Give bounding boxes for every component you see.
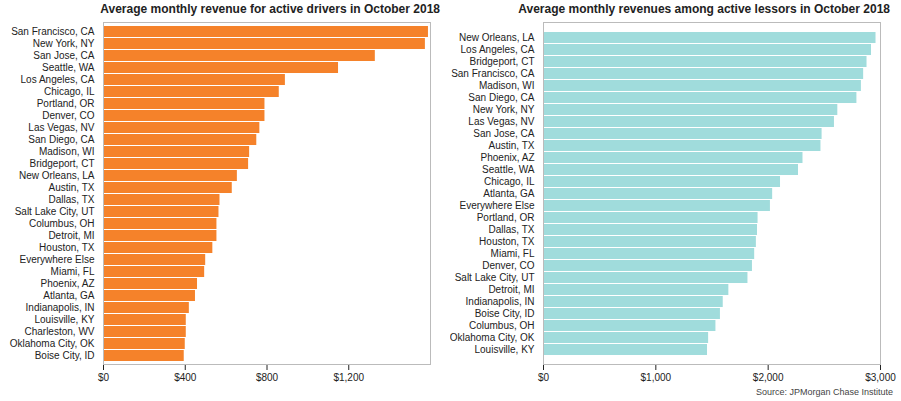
svg-text:Madison, WI: Madison, WI: [39, 146, 95, 157]
svg-text:$1,200: $1,200: [333, 372, 364, 383]
svg-text:Denver, CO: Denver, CO: [42, 110, 94, 121]
svg-text:Phoenix, AZ: Phoenix, AZ: [481, 152, 535, 163]
svg-text:$0: $0: [98, 372, 110, 383]
svg-text:Houston, TX: Houston, TX: [39, 242, 95, 253]
svg-text:Denver, CO: Denver, CO: [482, 260, 534, 271]
svg-text:New York, NY: New York, NY: [473, 104, 535, 115]
svg-text:Los Angeles, CA: Los Angeles, CA: [461, 44, 535, 55]
svg-text:Indianapolis, IN: Indianapolis, IN: [26, 302, 95, 313]
svg-text:$1,000: $1,000: [641, 372, 672, 383]
svg-text:Boise City, ID: Boise City, ID: [35, 350, 95, 361]
svg-text:Bridgeport, CT: Bridgeport, CT: [29, 158, 94, 169]
svg-text:Miami, FL: Miami, FL: [491, 248, 535, 259]
svg-text:$3,000: $3,000: [865, 372, 896, 383]
svg-text:Houston, TX: Houston, TX: [479, 236, 535, 247]
svg-text:Portland, OR: Portland, OR: [477, 212, 535, 223]
svg-text:Chicago, IL: Chicago, IL: [44, 86, 95, 97]
html-text:Average monthly revenues among: Average monthly revenues among active le…: [518, 2, 890, 16]
svg-text:Portland, OR: Portland, OR: [37, 98, 95, 109]
svg-text:San Diego, CA: San Diego, CA: [28, 134, 94, 145]
svg-text:Las Vegas, NV: Las Vegas, NV: [468, 116, 534, 127]
svg-text:Indianapolis, IN: Indianapolis, IN: [466, 296, 535, 307]
svg-text:$2,000: $2,000: [753, 372, 784, 383]
svg-text:Bridgeport, CT: Bridgeport, CT: [469, 56, 534, 67]
svg-text:Madison, WI: Madison, WI: [479, 80, 535, 91]
svg-text:San Francisco, CA: San Francisco, CA: [11, 26, 95, 37]
svg-text:Austin, TX: Austin, TX: [49, 182, 95, 193]
svg-text:Austin, TX: Austin, TX: [489, 140, 535, 151]
svg-text:Salt Lake City, UT: Salt Lake City, UT: [15, 206, 95, 217]
svg-text:Dallas, TX: Dallas, TX: [49, 194, 95, 205]
html-text:Source: JPMorgan Chase Institu: Source: JPMorgan Chase Institute: [755, 387, 893, 397]
svg-text:$800: $800: [256, 372, 279, 383]
svg-text:San Jose, CA: San Jose, CA: [473, 128, 534, 139]
html-text:Average monthly revenue for ac: Average monthly revenue for active drive…: [100, 2, 440, 16]
svg-text:Dallas, TX: Dallas, TX: [489, 224, 535, 235]
svg-text:Chicago, IL: Chicago, IL: [484, 176, 535, 187]
svg-text:Boise City, ID: Boise City, ID: [475, 308, 535, 319]
svg-text:Oklahoma City, OK: Oklahoma City, OK: [450, 332, 535, 343]
svg-text:Louisville, KY: Louisville, KY: [474, 344, 534, 355]
svg-text:Detroit, MI: Detroit, MI: [488, 284, 534, 295]
svg-text:New Orleans, LA: New Orleans, LA: [19, 170, 95, 181]
svg-text:Miami, FL: Miami, FL: [51, 266, 95, 277]
svg-text:Atlanta, GA: Atlanta, GA: [483, 188, 534, 199]
svg-text:Charleston, WV: Charleston, WV: [24, 326, 94, 337]
svg-text:Seattle, WA: Seattle, WA: [42, 62, 95, 73]
svg-text:Detroit, MI: Detroit, MI: [48, 230, 94, 241]
svg-text:$0: $0: [538, 372, 550, 383]
svg-text:New York, NY: New York, NY: [33, 38, 95, 49]
svg-text:Louisville, KY: Louisville, KY: [34, 314, 94, 325]
svg-text:Los Angeles, CA: Los Angeles, CA: [21, 74, 95, 85]
svg-text:$400: $400: [174, 372, 197, 383]
svg-text:Atlanta, GA: Atlanta, GA: [43, 290, 94, 301]
svg-text:New Orleans, LA: New Orleans, LA: [459, 32, 535, 43]
svg-text:Everywhere Else: Everywhere Else: [459, 200, 534, 211]
svg-text:San Diego, CA: San Diego, CA: [468, 92, 534, 103]
svg-text:Phoenix, AZ: Phoenix, AZ: [41, 278, 95, 289]
svg-text:Columbus, OH: Columbus, OH: [29, 218, 95, 229]
svg-text:Oklahoma City, OK: Oklahoma City, OK: [10, 338, 95, 349]
svg-text:San Jose, CA: San Jose, CA: [33, 50, 94, 61]
svg-text:San Francisco, CA: San Francisco, CA: [451, 68, 535, 79]
svg-text:Seattle, WA: Seattle, WA: [482, 164, 535, 175]
svg-text:Salt Lake City, UT: Salt Lake City, UT: [455, 272, 535, 283]
svg-text:Las Vegas, NV: Las Vegas, NV: [28, 122, 94, 133]
svg-text:Everywhere Else: Everywhere Else: [19, 254, 94, 265]
svg-text:Columbus, OH: Columbus, OH: [469, 320, 535, 331]
